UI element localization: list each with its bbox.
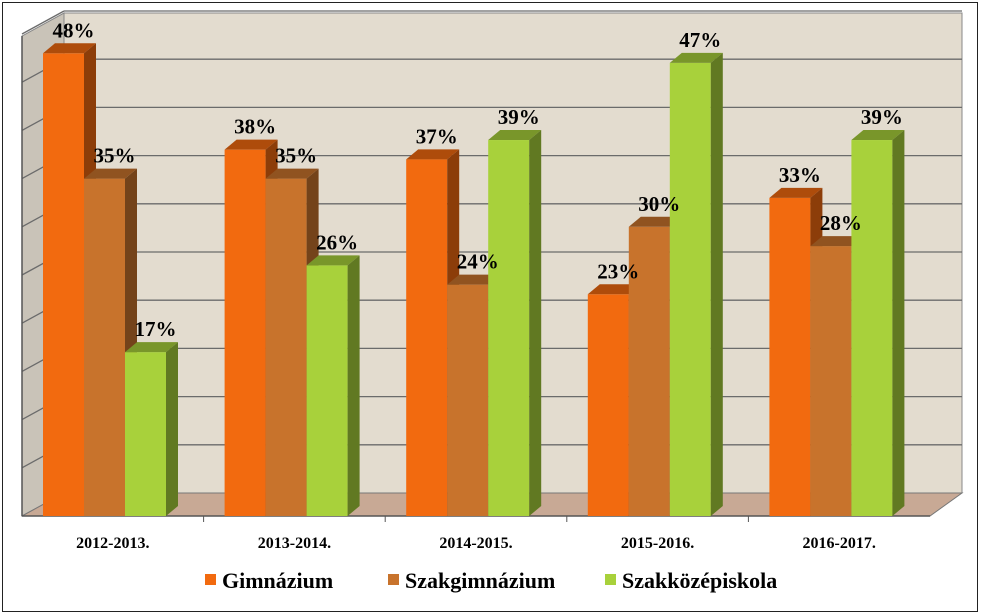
bar-top	[84, 168, 137, 179]
bar-top	[224, 139, 278, 150]
legend-label: Gimnázium	[222, 568, 333, 593]
legend-swatch	[605, 574, 616, 585]
bar-szakközépiskola	[851, 140, 893, 517]
bar-top	[587, 284, 641, 295]
bar-gimnázium	[224, 149, 266, 516]
category-label: 2015-2016.	[621, 535, 694, 552]
bar-gimnázium	[769, 197, 811, 516]
bar-szakgimnázium	[447, 284, 489, 516]
bar-szakgimnázium	[810, 246, 852, 516]
data-label: 30%	[638, 192, 680, 216]
bar-szakközépiskola	[306, 265, 348, 516]
bar-top	[306, 255, 360, 266]
bar-szakgimnázium	[84, 178, 125, 516]
legend-swatch	[205, 574, 216, 585]
data-label: 37%	[416, 124, 458, 148]
data-label: 35%	[94, 144, 136, 168]
bar-top	[628, 216, 682, 227]
data-label: 28%	[820, 211, 862, 235]
gridline-side	[21, 10, 65, 35]
bar-szakközépiskola	[125, 352, 166, 516]
bar-top	[769, 187, 823, 198]
data-label: 47%	[679, 28, 721, 52]
data-label: 35%	[275, 144, 317, 168]
bar-gimnázium	[43, 53, 84, 516]
category-label: 2013-2014.	[258, 535, 331, 552]
category-label: 2012-2013.	[76, 535, 149, 552]
bar-gimnázium	[406, 159, 448, 516]
data-label: 39%	[861, 105, 903, 129]
bar-top	[125, 342, 178, 353]
data-label: 39%	[498, 105, 540, 129]
bar-top	[851, 130, 905, 141]
legend-swatch	[388, 574, 399, 585]
data-label: 17%	[135, 317, 177, 341]
data-label: 24%	[457, 250, 499, 274]
bar-szakgimnázium	[265, 178, 307, 516]
bar-szakközépiskola	[488, 140, 530, 517]
bar-gimnázium	[587, 294, 629, 516]
bar-top	[447, 274, 501, 285]
category-label: 2016-2017.	[803, 535, 876, 552]
bar-top	[406, 149, 460, 160]
bar-side	[529, 130, 542, 517]
bar-top	[810, 236, 864, 247]
data-label: 26%	[316, 230, 358, 254]
data-label: 33%	[779, 163, 821, 187]
legend-label: Szakgimnázium	[405, 568, 555, 593]
bar-top	[488, 130, 542, 141]
data-label: 38%	[234, 115, 276, 139]
bar-side	[892, 130, 905, 517]
bar-side	[347, 255, 360, 517]
data-label: 48%	[53, 18, 95, 42]
bar-side	[710, 52, 723, 517]
data-label: 23%	[597, 259, 639, 283]
bar-side	[166, 342, 178, 516]
legend-label: Szakközépiskola	[622, 568, 777, 593]
category-label: 2014-2015.	[439, 535, 512, 552]
bar-top	[265, 168, 319, 179]
bar-top	[43, 43, 96, 54]
bar-szakközépiskola	[669, 62, 711, 517]
bar-szakgimnázium	[628, 226, 670, 517]
bar-top	[669, 52, 723, 63]
